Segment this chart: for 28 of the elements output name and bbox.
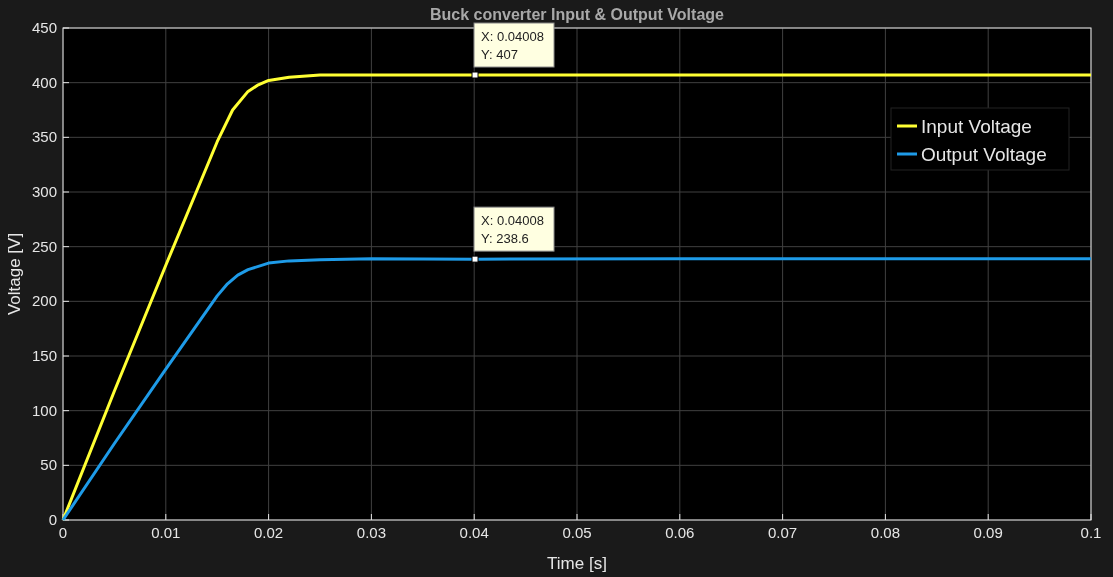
- x-tick-label: 0.03: [356, 524, 386, 541]
- y-tick-label: 100: [31, 401, 57, 419]
- y-tick-label: 400: [31, 73, 57, 91]
- chart-title: Buck converter Input & Output Voltage: [430, 6, 725, 23]
- y-tick-label: 200: [31, 292, 57, 310]
- x-tick-label: 0: [58, 524, 68, 541]
- y-tick-label: 450: [31, 19, 57, 36]
- x-tick-label: 0.05: [562, 524, 592, 541]
- x-tick-label: 0.06: [665, 524, 695, 541]
- y-axis-title: Voltage [V]: [5, 232, 24, 316]
- x-axis-title: Time [s]: [547, 554, 607, 573]
- x-tick-label: 0.09: [973, 524, 1003, 541]
- y-tick-label: 350: [31, 128, 57, 146]
- annotation: X: 0.04008 Y: 407: [481, 29, 544, 63]
- x-tick-label: 0.04: [459, 524, 489, 541]
- y-tick-label: 300: [31, 183, 57, 200]
- y-tick-label: 250: [31, 237, 57, 255]
- x-tick-label: 0.01: [151, 524, 181, 541]
- x-tick-label: 0.1: [1080, 524, 1102, 541]
- y-tick-label: 50: [40, 456, 57, 474]
- annotation: X: 0.04008 Y: 238.6: [481, 213, 544, 247]
- x-tick-label: 0.02: [254, 524, 284, 541]
- y-tick-label: 150: [31, 347, 57, 364]
- x-tick-label: 0.08: [870, 524, 900, 541]
- x-tick-label: 0.07: [768, 524, 798, 541]
- legend-label: Input Voltage: [921, 116, 1032, 137]
- y-tick-label: 0: [48, 511, 57, 528]
- legend-label: Output Voltage: [921, 144, 1047, 165]
